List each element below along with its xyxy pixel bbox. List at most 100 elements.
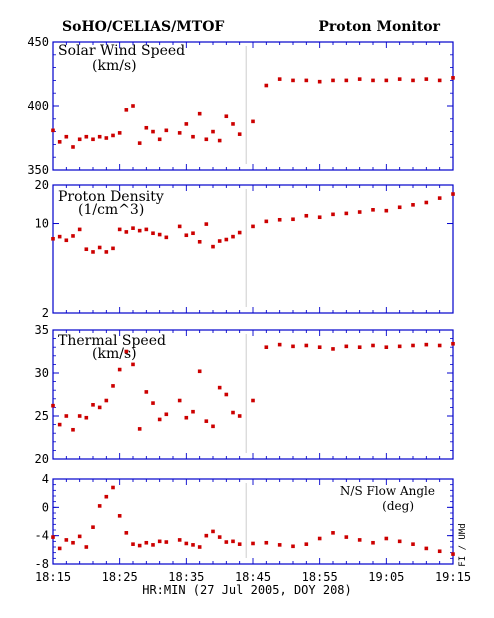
data-point (424, 77, 429, 81)
data-point (117, 131, 122, 135)
data-point (224, 237, 229, 242)
y-tick-label: 350 (27, 163, 49, 177)
data-point (291, 217, 295, 222)
data-point (91, 525, 95, 529)
y-tick-label: 4 (42, 472, 49, 486)
y-tick-label: 35 (35, 323, 49, 337)
data-point (357, 77, 362, 81)
data-point (131, 104, 135, 108)
data-point (264, 540, 269, 545)
data-point (357, 345, 362, 349)
data-point (144, 540, 149, 545)
data-point (211, 244, 215, 249)
data-point (184, 415, 189, 420)
data-point (397, 77, 402, 81)
data-point (164, 235, 169, 240)
data-point (124, 531, 129, 535)
data-point (317, 215, 322, 220)
data-point (184, 541, 189, 546)
data-point (224, 392, 229, 397)
data-point (437, 549, 442, 554)
data-point (64, 538, 69, 542)
panel-unit: (km/s) (92, 346, 137, 362)
data-point (277, 342, 282, 347)
data-point (184, 122, 189, 126)
x-tick-label: 18:25 (102, 570, 138, 584)
data-point (437, 343, 442, 348)
data-point (344, 211, 349, 216)
data-point (397, 344, 402, 349)
data-point (151, 129, 155, 134)
data-point (157, 539, 162, 544)
panel-title: Solar Wind Speed (58, 43, 185, 59)
data-point (291, 344, 295, 349)
data-point (137, 427, 142, 431)
panel-unit: (1/cm^3) (78, 202, 144, 218)
data-point (131, 362, 135, 367)
y-tick-label: -8 (35, 557, 49, 571)
data-point (197, 545, 202, 549)
data-point (57, 140, 62, 144)
data-point (277, 543, 282, 547)
data-point (117, 367, 122, 372)
data-point (51, 403, 55, 408)
data-point (231, 122, 235, 126)
data-point (191, 543, 195, 547)
data-point (164, 540, 169, 544)
data-point (111, 384, 115, 388)
data-point (151, 231, 155, 236)
data-point (144, 125, 149, 130)
data-point (144, 227, 149, 232)
data-point (237, 230, 242, 235)
data-point (357, 538, 362, 542)
data-point (344, 78, 349, 83)
panel-unit: (km/s) (92, 58, 137, 74)
panel-title: N/S Flow Angle (340, 484, 435, 498)
data-point (424, 546, 429, 551)
data-point (191, 231, 195, 236)
data-point (57, 422, 62, 427)
panel-title: Proton Density (58, 189, 164, 205)
data-point (231, 234, 235, 239)
panel-ns-flow-angle: N/S Flow Angle (deg) 4 0 -4 -818:15 18:25 18:… (35, 472, 472, 584)
data-point (424, 342, 429, 347)
y-tick-label: 20 (35, 452, 49, 466)
data-point (51, 535, 55, 539)
data-point (384, 536, 389, 541)
panel-unit: (deg) (382, 499, 414, 513)
data-point (111, 485, 115, 490)
data-point (331, 78, 335, 83)
data-point (124, 108, 129, 112)
data-point (64, 414, 69, 418)
data-point (411, 542, 415, 546)
data-point (371, 343, 375, 348)
data-point (437, 78, 442, 83)
data-point (157, 417, 162, 422)
data-point (157, 232, 162, 237)
x-tick-label: 18:15 (35, 570, 71, 584)
data-point (164, 128, 169, 133)
y-tick-label: 30 (35, 366, 49, 380)
data-point (384, 78, 389, 83)
y-tick-label: 450 (27, 35, 49, 49)
data-point (71, 234, 75, 238)
data-point (264, 345, 269, 349)
x-tick-label: 19:15 (435, 570, 471, 584)
data-point (91, 137, 95, 142)
data-point (451, 341, 455, 346)
data-point (191, 134, 195, 139)
data-point (84, 134, 89, 139)
data-point (237, 132, 242, 136)
data-point (197, 111, 202, 116)
data-point (317, 536, 322, 541)
data-point (251, 398, 255, 403)
data-point (211, 424, 215, 429)
y-tick-label: 2 (42, 306, 49, 320)
data-point (217, 138, 222, 143)
data-point (437, 196, 442, 200)
data-point (71, 145, 75, 149)
data-point (151, 543, 155, 547)
data-point (57, 234, 62, 239)
data-point (217, 385, 222, 390)
